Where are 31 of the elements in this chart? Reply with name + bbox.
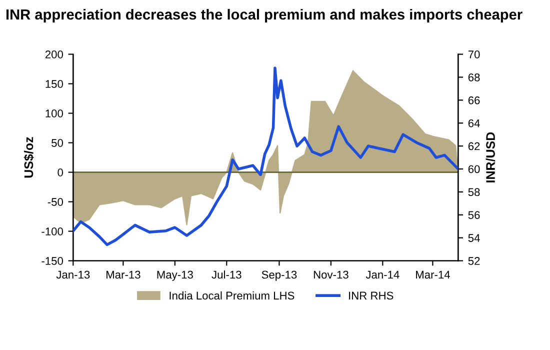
y-tick-label: 150 bbox=[46, 80, 63, 88]
y2-tick-label: 52 bbox=[468, 257, 480, 265]
y2-tick-label: 64 bbox=[468, 119, 480, 128]
y2-tick-label: 70 bbox=[468, 50, 480, 58]
x-tick-label: Mar-14 bbox=[416, 270, 450, 279]
x-tick-label: May-13 bbox=[157, 270, 193, 281]
y-axis-title: US$/oz bbox=[24, 137, 34, 178]
y-tick-label: 100 bbox=[46, 110, 63, 118]
y2-axis-title: INR/USD bbox=[486, 132, 496, 182]
legend-label: INR RHS bbox=[349, 292, 394, 300]
y-tick-label: -150 bbox=[42, 257, 63, 265]
y-tick-label: 0 bbox=[58, 168, 63, 176]
y2-tick-label: 66 bbox=[468, 96, 480, 104]
y-tick-label: -100 bbox=[42, 228, 63, 236]
x-tick-label: Sep-13 bbox=[262, 270, 297, 281]
y2-tick-label: 60 bbox=[468, 165, 480, 174]
x-tick-label: Nov-13 bbox=[314, 270, 348, 279]
legend-label: India Local Premium LHS bbox=[170, 291, 294, 300]
x-tick-label: Mar-13 bbox=[106, 270, 140, 279]
y-tick-label: 50 bbox=[52, 139, 63, 147]
x-tick-label: Jul-13 bbox=[212, 270, 242, 279]
y-tick-label: -50 bbox=[48, 198, 63, 206]
y2-tick-label: 54 bbox=[468, 234, 480, 242]
y-tick-label: 200 bbox=[45, 50, 63, 58]
x-tick-label: Jan-14 bbox=[366, 270, 400, 279]
chart-title: INR appreciation decreases the local premium and makes imports cheaper bbox=[6, 8, 522, 23]
y2-tick-label: 68 bbox=[468, 73, 480, 82]
x-tick-label: Jan-13 bbox=[56, 270, 90, 279]
y2-tick-label: 62 bbox=[468, 142, 480, 150]
y2-tick-label: 56 bbox=[468, 211, 480, 219]
y2-tick-label: 58 bbox=[468, 188, 480, 196]
